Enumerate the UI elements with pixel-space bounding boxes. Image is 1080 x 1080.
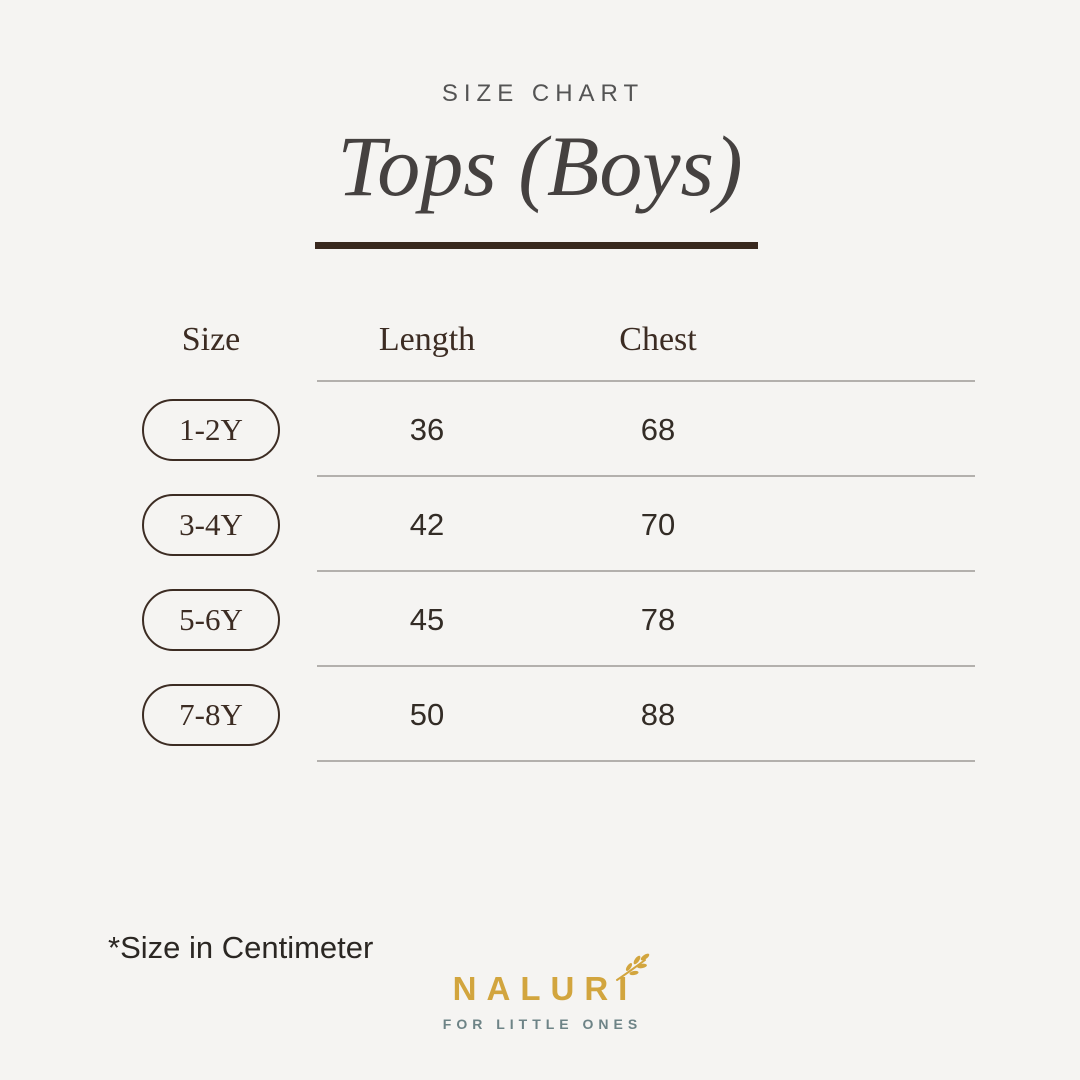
table-header-row: Size Length Chest bbox=[105, 300, 975, 380]
brand-name: NALURI bbox=[443, 953, 650, 1008]
size-unit-note: *Size in Centimeter bbox=[108, 930, 374, 965]
length-value: 50 bbox=[409, 696, 445, 732]
brand-name-text: NALURI bbox=[452, 970, 638, 1007]
length-value: 42 bbox=[409, 506, 445, 542]
row-divider bbox=[317, 665, 975, 667]
brand-logo: NALURI FOR LITTLE ONES bbox=[0, 953, 1080, 1032]
table-row: 7-8Y 50 88 bbox=[105, 667, 975, 762]
table-row: 3-4Y 42 70 bbox=[105, 477, 975, 572]
column-header-size: Size bbox=[181, 321, 241, 358]
size-pill: 3-4Y bbox=[142, 493, 280, 556]
chest-value: 70 bbox=[640, 506, 676, 542]
table-row: 1-2Y 36 68 bbox=[105, 382, 975, 477]
chest-value: 68 bbox=[640, 411, 676, 447]
size-table: Size Length Chest 1-2Y 36 68 3-4Y 42 70 bbox=[105, 300, 975, 762]
row-divider bbox=[317, 475, 975, 477]
column-header-length: Length bbox=[378, 321, 476, 358]
chest-value: 78 bbox=[640, 601, 676, 637]
row-divider bbox=[317, 570, 975, 572]
size-pill: 7-8Y bbox=[142, 683, 280, 746]
leaf-sprig-icon bbox=[616, 953, 650, 981]
size-pill: 5-6Y bbox=[142, 588, 280, 651]
chest-value: 88 bbox=[640, 696, 676, 732]
size-chart-label: SIZE CHART bbox=[441, 80, 645, 107]
table-row: 5-6Y 45 78 bbox=[105, 572, 975, 667]
row-divider bbox=[317, 760, 975, 762]
title-divider bbox=[315, 242, 758, 249]
page-title: Tops (Boys) bbox=[337, 118, 743, 214]
column-header-chest: Chest bbox=[619, 321, 697, 358]
length-value: 45 bbox=[409, 601, 445, 637]
length-value: 36 bbox=[409, 411, 445, 447]
header-divider bbox=[317, 380, 975, 382]
brand-tagline: FOR LITTLE ONES bbox=[442, 1016, 643, 1032]
size-pill: 1-2Y bbox=[142, 398, 280, 461]
